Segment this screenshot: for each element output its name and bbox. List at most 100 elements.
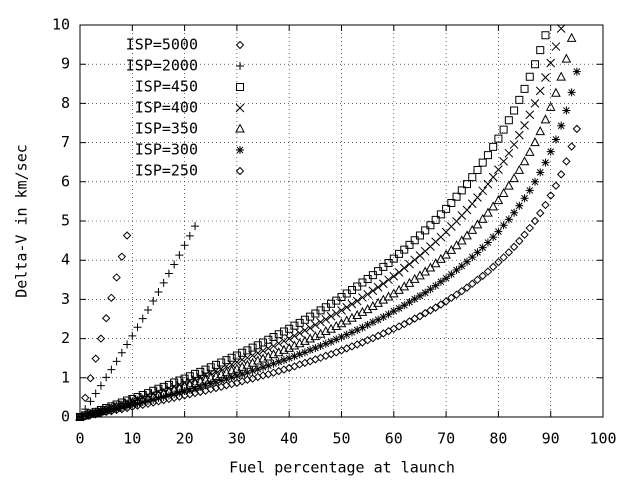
legend-label: ISP=250 [135, 162, 198, 180]
y-tick-label: 4 [61, 251, 70, 269]
data-point [478, 271, 487, 281]
data-point [541, 200, 550, 210]
data-point [290, 331, 299, 341]
data-point [321, 303, 330, 312]
data-point [180, 387, 189, 396]
data-point [353, 282, 362, 291]
data-point [379, 262, 388, 271]
data-point [463, 257, 472, 266]
data-point [310, 320, 320, 330]
data-point [295, 328, 305, 338]
data-point [541, 31, 550, 40]
data-point [441, 297, 451, 306]
data-point [551, 42, 561, 51]
data-point [243, 353, 252, 363]
data-point [499, 221, 508, 230]
data-point [457, 262, 466, 271]
data-point [530, 137, 540, 147]
data-point [452, 290, 461, 299]
data-point [123, 402, 132, 411]
data-point [462, 230, 472, 240]
data-point [295, 318, 304, 327]
data-point [237, 355, 247, 365]
data-point [525, 186, 534, 195]
data-point [405, 240, 414, 249]
data-point [556, 170, 566, 179]
data-point [290, 321, 299, 330]
data-point [331, 309, 341, 318]
y-axis-label: Delta-V in km/sec [13, 144, 31, 298]
data-point [305, 323, 315, 333]
data-point [81, 393, 90, 402]
legend-label: ISP=350 [135, 120, 198, 138]
data-point [447, 270, 456, 279]
data-point [337, 306, 346, 315]
x-tick-label: 70 [437, 430, 455, 448]
data-point [81, 411, 90, 420]
data-point [107, 365, 116, 374]
data-point [138, 314, 147, 323]
data-point [519, 156, 530, 166]
legend-label: ISP=5000 [126, 36, 198, 54]
data-point [421, 226, 430, 235]
data-point [112, 357, 121, 366]
data-point [170, 260, 179, 269]
data-point [306, 312, 315, 321]
data-point [410, 255, 420, 265]
data-point [493, 195, 504, 205]
data-point [509, 173, 519, 183]
data-point [399, 263, 409, 273]
data-point [227, 360, 237, 369]
data-point [462, 205, 472, 215]
data-point [410, 236, 419, 245]
data-point [222, 356, 231, 365]
data-point [258, 346, 268, 356]
data-point [311, 309, 320, 318]
data-point [243, 368, 252, 377]
data-point [415, 312, 425, 321]
data-point [133, 323, 142, 332]
data-point [498, 187, 509, 198]
data-point [457, 186, 466, 195]
data-point [478, 243, 487, 252]
data-point [446, 244, 457, 254]
data-point [520, 194, 529, 203]
data-point [363, 289, 373, 299]
data-point [363, 320, 372, 329]
data-point [327, 299, 336, 308]
legend-marker [235, 103, 245, 113]
data-point [514, 130, 524, 140]
data-point [368, 271, 377, 280]
data-point [384, 310, 393, 319]
data-point [86, 410, 95, 419]
data-point [185, 385, 194, 394]
data-point [384, 275, 393, 285]
legend-marker [235, 40, 245, 50]
data-point [107, 405, 116, 414]
data-point [352, 296, 362, 306]
data-point [456, 235, 467, 245]
y-tick-label: 2 [61, 329, 70, 347]
data-point [222, 362, 231, 371]
data-point [316, 342, 325, 351]
data-point [525, 223, 534, 233]
data-point [510, 208, 519, 217]
data-point [274, 357, 283, 366]
data-point [478, 186, 488, 196]
data-point [494, 227, 503, 236]
data-point [531, 60, 540, 69]
data-point [285, 324, 294, 333]
data-point [462, 283, 472, 292]
data-point [154, 287, 163, 296]
data-point [421, 288, 430, 297]
data-point [347, 328, 356, 337]
data-point [572, 124, 582, 134]
data-point [295, 350, 304, 359]
data-point [430, 258, 441, 268]
data-point [400, 245, 409, 254]
data-point [290, 352, 299, 361]
data-point [483, 267, 493, 276]
data-point [472, 219, 483, 229]
data-point [269, 341, 278, 351]
data-point [102, 373, 111, 382]
